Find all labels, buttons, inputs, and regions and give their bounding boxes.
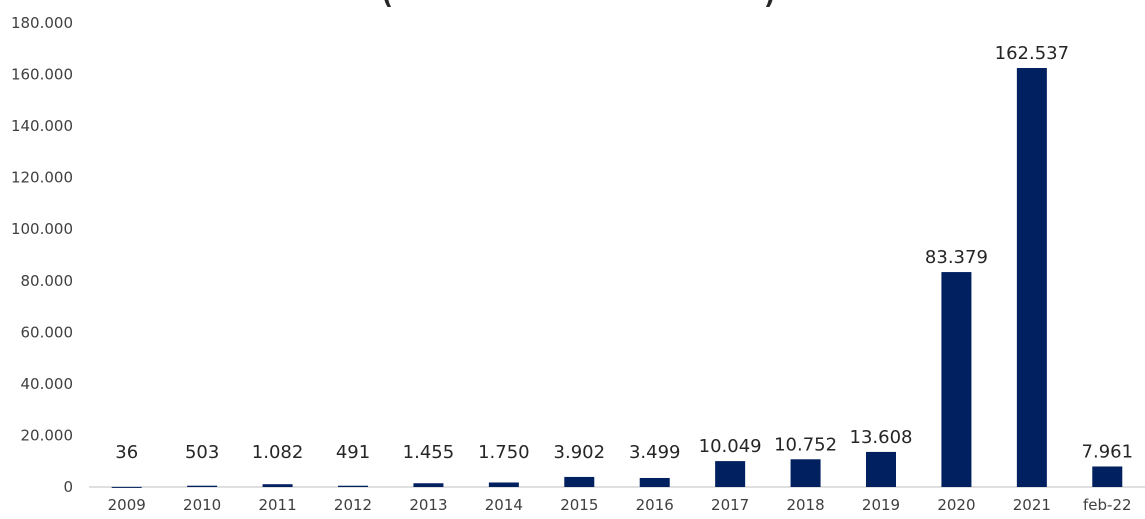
x-axis: 2009 2010 2011 2012 2013 2014 2015 2016 2017 2018… <box>108 496 1132 514</box>
x-tick-label: 2013 <box>409 496 447 514</box>
bar <box>187 485 218 487</box>
bar <box>941 272 972 487</box>
chart-title-fragment-left: ( <box>382 0 393 10</box>
bar <box>338 485 368 487</box>
data-label: 1.455 <box>403 442 455 463</box>
data-labels: 36 503 1.082 491 1.455 1.750 3.902 3.499 10.049 1… <box>115 43 1133 463</box>
x-tick-label: 2016 <box>636 496 674 514</box>
x-tick-label: 2021 <box>1013 496 1051 514</box>
x-tick-label: 2010 <box>183 496 221 514</box>
x-tick-label: 2017 <box>711 496 749 514</box>
y-tick-label: 20.000 <box>21 426 74 444</box>
bar <box>1092 466 1123 487</box>
x-tick-label: 2014 <box>485 496 523 514</box>
y-tick-label: 40.000 <box>21 375 74 393</box>
data-label: 36 <box>115 442 138 463</box>
data-label: 162.537 <box>995 43 1069 64</box>
y-tick-label: 140.000 <box>11 117 73 135</box>
x-tick-label: 2012 <box>334 496 372 514</box>
data-label: 1.750 <box>478 442 530 463</box>
x-tick-label: 2020 <box>937 496 975 514</box>
chart-title-fragment-right: ) <box>764 0 775 10</box>
y-axis: 0 20.000 40.000 60.000 80.000 100.000 120.000 1… <box>11 14 73 496</box>
bar <box>1016 68 1047 487</box>
data-label: 10.049 <box>699 436 762 457</box>
bar <box>262 484 293 487</box>
y-tick-label: 80.000 <box>21 272 74 290</box>
bar <box>790 459 821 487</box>
bar <box>111 486 142 488</box>
y-tick-label: 60.000 <box>21 323 74 341</box>
y-tick-label: 180.000 <box>11 14 73 32</box>
data-label: 10.752 <box>774 434 837 455</box>
data-label: 503 <box>185 442 219 463</box>
y-tick-label: 100.000 <box>11 220 73 238</box>
y-tick-label: 0 <box>63 478 73 496</box>
data-label: 1.082 <box>252 442 304 463</box>
y-tick-label: 120.000 <box>11 169 73 187</box>
data-label: 491 <box>336 442 370 463</box>
bar <box>715 461 746 487</box>
x-tick-label: 2011 <box>258 496 296 514</box>
data-label: 83.379 <box>925 247 988 268</box>
bar <box>413 483 444 487</box>
data-label: 3.499 <box>629 442 681 463</box>
bar <box>488 482 519 487</box>
bar <box>639 477 670 487</box>
bar <box>564 476 595 487</box>
data-label: 7.961 <box>1082 441 1134 462</box>
data-label: 3.902 <box>554 442 606 463</box>
x-tick-label: 2015 <box>560 496 598 514</box>
y-tick-label: 160.000 <box>11 66 73 84</box>
x-tick-label: feb-22 <box>1083 496 1132 514</box>
x-tick-label: 2018 <box>786 496 824 514</box>
bar <box>866 451 896 487</box>
data-label: 13.608 <box>850 427 913 448</box>
bars <box>111 68 1123 488</box>
x-tick-label: 2019 <box>862 496 900 514</box>
x-tick-label: 2009 <box>108 496 146 514</box>
